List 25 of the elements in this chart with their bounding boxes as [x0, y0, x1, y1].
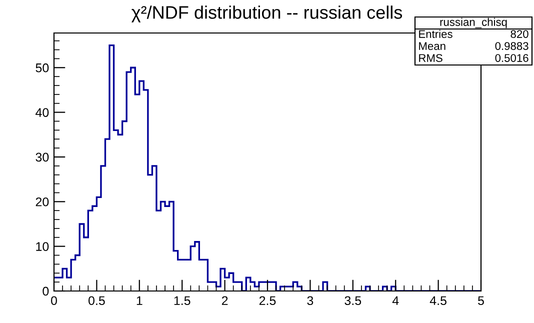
text: 0.9883: [495, 42, 528, 50]
text: 0.5016: [495, 54, 528, 62]
x-tick-label: 2.5: [259, 296, 276, 306]
x-tick-label: 0.5: [88, 296, 105, 306]
chart-title: χ²/NDF distribution -- russian cells: [132, 6, 402, 22]
y-tick-label: 0: [42, 286, 49, 296]
x-tick-label: 3.5: [344, 296, 362, 306]
x-tick-label: 2: [222, 296, 228, 305]
x-tick-label: 1: [136, 296, 142, 305]
annotation: RMS: [419, 54, 442, 62]
y-tick-label: 10: [36, 242, 49, 251]
y-tick-label: 40: [36, 108, 49, 117]
x-tick-label: 4: [392, 296, 399, 305]
y-tick-label: 20: [36, 197, 49, 206]
annotation: Entries: [419, 30, 452, 38]
x-tick-label: 3: [307, 296, 314, 306]
x-tick-label: 1.5: [174, 296, 190, 306]
annotation: Mean: [419, 42, 446, 50]
x-tick-label: 0: [51, 296, 57, 306]
y-tick-label: 30: [36, 152, 49, 162]
x-tick-label: 4.5: [430, 296, 446, 306]
text: russian_chisq: [440, 18, 507, 28]
text: 820: [510, 30, 528, 38]
y-tick-label: 50: [36, 63, 49, 72]
x-tick-label: 5: [478, 296, 484, 306]
